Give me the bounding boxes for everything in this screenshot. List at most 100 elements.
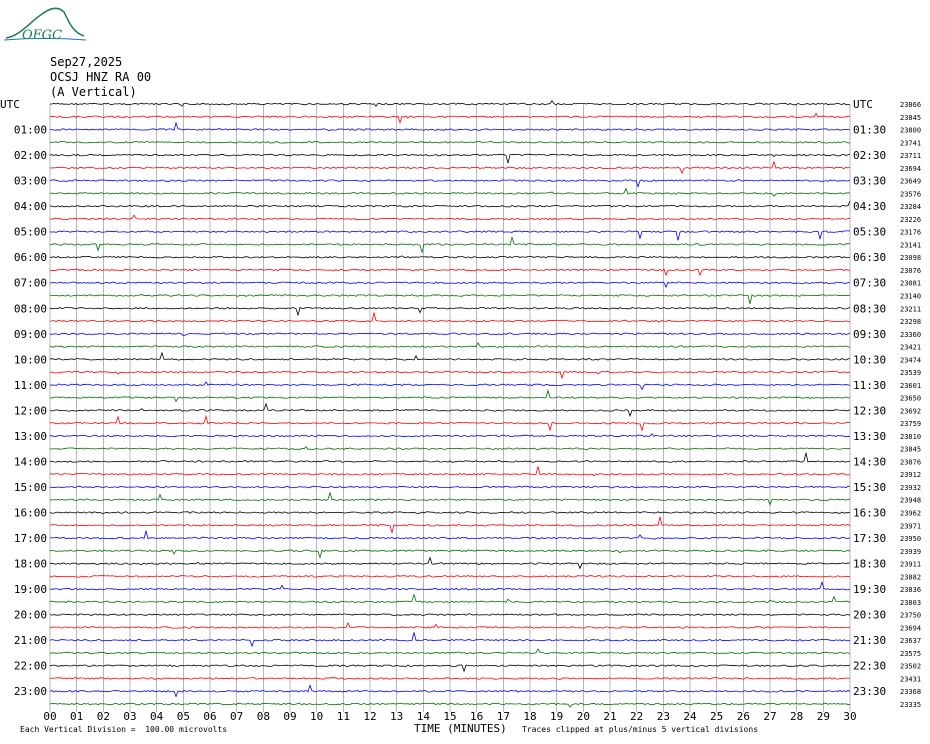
trace-count-label: 23360	[900, 331, 921, 339]
trace-line	[49, 187, 851, 197]
trace-line	[49, 332, 851, 337]
header-component: (A Vertical)	[50, 85, 137, 99]
right-time-label: 17:30	[853, 532, 886, 545]
left-time-label: 17:00	[14, 532, 47, 545]
trace-line	[49, 200, 851, 208]
right-time-label: 15:30	[853, 481, 886, 494]
trace-line	[49, 593, 851, 604]
trace-line	[49, 549, 851, 559]
left-time-label: 11:00	[14, 379, 47, 392]
right-time-label: 16:30	[853, 507, 886, 520]
logo-text: OFGC	[22, 28, 63, 43]
trace-line	[49, 370, 851, 380]
trace-line	[49, 511, 851, 514]
trace-line	[49, 281, 850, 289]
trace-count-label: 23845	[900, 446, 921, 454]
left-time-label: 23:00	[14, 685, 47, 698]
x-tick-label: 12	[363, 710, 376, 723]
trace-count-label: 23601	[900, 382, 921, 390]
right-time-label: 20:30	[853, 609, 886, 622]
right-time-label: 08:30	[853, 302, 886, 315]
trace-count-label: 23810	[900, 433, 921, 441]
trace-count-label: 23211	[900, 305, 921, 313]
trace-count-label: 23176	[900, 229, 921, 237]
x-tick-labels: 00 01 02 03 04 05 06 07 08 09 10 11 12 13 14 15 16 17 18 19…	[43, 710, 856, 723]
trace-count-label: 23800	[900, 127, 921, 135]
trace-count-label: 23836	[900, 586, 921, 594]
trace-count-label: 23876	[900, 458, 921, 466]
x-tick-label: 17	[497, 710, 510, 723]
trace-line	[50, 311, 851, 323]
trace-count-label: 23692	[900, 407, 921, 415]
trace-line	[49, 160, 851, 175]
left-time-label: 19:00	[14, 583, 47, 596]
trace-line	[49, 648, 851, 655]
right-time-label: 14:30	[853, 455, 886, 468]
trace-count-label: 23912	[900, 471, 921, 479]
trace-line	[49, 575, 851, 578]
left-time-label: 09:00	[14, 328, 47, 341]
left-time-label: 05:00	[14, 226, 47, 239]
trace-count-label: 23759	[900, 420, 921, 428]
trace-count-label: 23335	[900, 701, 921, 709]
trace-count-label: 23226	[900, 216, 921, 224]
header-date: Sep27,2025	[50, 55, 123, 69]
x-tick-label: 30	[843, 710, 856, 723]
trace-count-label: 23866	[900, 101, 921, 109]
left-time-label: 10:00	[14, 353, 47, 366]
trace-line	[49, 684, 851, 698]
x-tick-label: 16	[470, 710, 483, 723]
seismic-traces	[49, 99, 851, 708]
trace-count-label: 23502	[900, 663, 921, 671]
x-tick-label: 21	[603, 710, 616, 723]
trace-count-label: 23882	[900, 573, 921, 581]
right-time-label: 12:30	[853, 404, 886, 417]
trace-line	[49, 446, 851, 450]
right-time-label: 07:30	[853, 277, 886, 290]
left-time-label: 18:00	[14, 558, 47, 571]
right-time-label: 09:30	[853, 328, 886, 341]
footnote-left: Each Vertical Division = 100.00 microvol…	[20, 725, 228, 734]
trace-line	[49, 621, 851, 629]
footnote-right: Traces clipped at plus/minus 5 vertical …	[522, 725, 759, 734]
trace-count-label: 23971	[900, 522, 921, 530]
trace-line	[49, 529, 851, 540]
left-time-label: 14:00	[14, 455, 47, 468]
trace-line	[49, 677, 851, 680]
right-time-label: 11:30	[853, 379, 886, 392]
trace-count-label: 23140	[900, 292, 921, 300]
trace-line	[49, 491, 851, 506]
trace-line	[49, 153, 851, 164]
trace-count-label: 23421	[900, 344, 921, 352]
x-tick-label: 25	[710, 710, 723, 723]
left-time-label: 12:00	[14, 404, 47, 417]
right-time-label: 05:30	[853, 226, 886, 239]
trace-count-label: 23081	[900, 280, 921, 288]
trace-count-label: 23650	[900, 395, 921, 403]
x-tick-label: 27	[763, 710, 776, 723]
trace-count-label: 23694	[900, 624, 921, 632]
x-tick-label: 22	[630, 710, 643, 723]
trace-line	[49, 179, 851, 188]
left-time-label: 20:00	[14, 609, 47, 622]
trace-count-label: 23950	[900, 535, 921, 543]
trace-count-label: 23576	[900, 190, 921, 198]
x-tick-label: 19	[550, 710, 563, 723]
right-time-label: 03:30	[853, 175, 886, 188]
trace-count-label: 23803	[900, 599, 921, 607]
x-tick-label: 02	[97, 710, 110, 723]
trace-count-label: 23474	[900, 356, 921, 364]
left-time-label: 07:00	[14, 277, 47, 290]
x-tick-label: 09	[283, 710, 296, 723]
trace-line	[49, 255, 851, 259]
left-time-label: 03:00	[14, 175, 47, 188]
left-time-label: 06:00	[14, 251, 47, 264]
trace-line	[50, 294, 851, 304]
trace-count-label: 23649	[900, 178, 921, 186]
x-axis-title: TIME (MINUTES)	[414, 722, 507, 735]
trace-line	[49, 112, 851, 125]
trace-line	[49, 414, 851, 432]
trace-count-label: 23575	[900, 650, 921, 658]
trace-count-label: 23962	[900, 510, 921, 518]
